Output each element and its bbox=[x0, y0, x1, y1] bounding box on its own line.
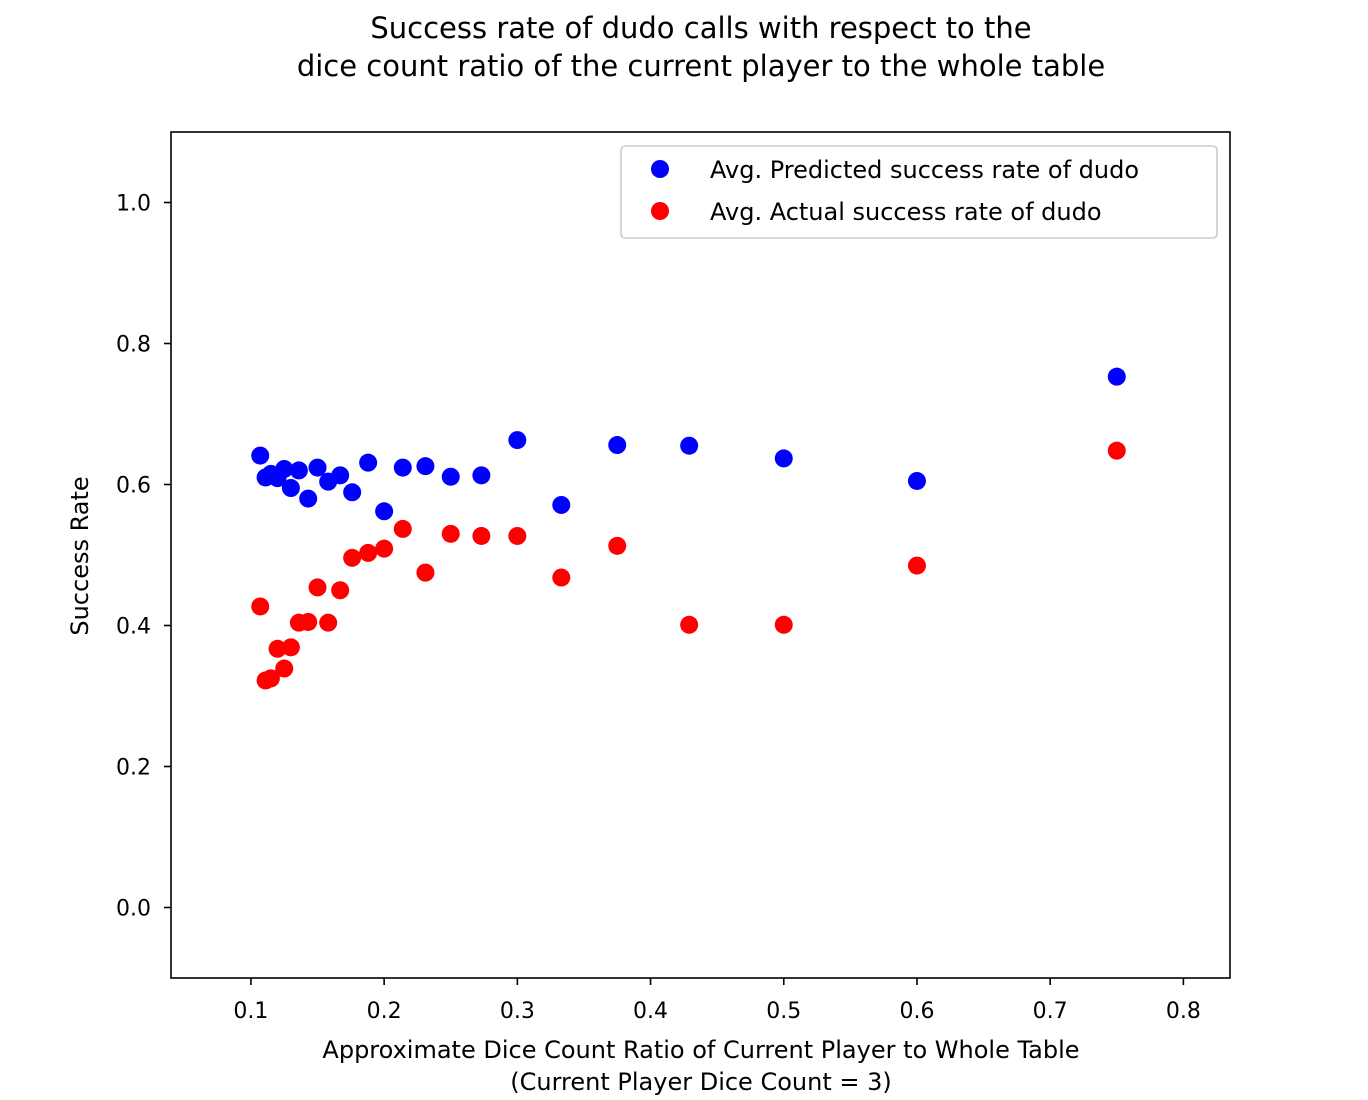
x-tick-label: 0.3 bbox=[500, 999, 535, 1024]
predicted-point bbox=[1107, 367, 1126, 386]
x-tick-label: 0.5 bbox=[766, 999, 801, 1024]
actual-point bbox=[319, 613, 338, 632]
chart-title-line-1: Success rate of dudo calls with respect … bbox=[370, 11, 1031, 45]
legend-marker-predicted bbox=[651, 160, 669, 178]
y-tick-label: 0.0 bbox=[116, 897, 151, 922]
legend: Avg. Predicted success rate of dudo Avg.… bbox=[620, 145, 1218, 239]
actual-point bbox=[774, 615, 793, 634]
predicted-point bbox=[608, 436, 627, 455]
x-tick-label: 0.6 bbox=[899, 999, 934, 1024]
predicted-point bbox=[680, 436, 699, 455]
predicted-point bbox=[308, 458, 327, 477]
actual-point bbox=[343, 548, 362, 567]
actual-point bbox=[1107, 441, 1126, 460]
predicted-point bbox=[393, 458, 412, 477]
predicted-point bbox=[508, 431, 527, 450]
x-tick-label: 0.1 bbox=[233, 999, 268, 1024]
actual-point bbox=[331, 581, 350, 600]
predicted-point bbox=[299, 489, 318, 508]
x-axis-label-line-2: (Current Player Dice Count = 3) bbox=[510, 1068, 891, 1096]
actual-point bbox=[308, 578, 327, 597]
actual-point bbox=[608, 536, 627, 555]
predicted-point bbox=[289, 461, 308, 480]
legend-label-actual: Avg. Actual success rate of dudo bbox=[710, 198, 1102, 226]
actual-point bbox=[268, 639, 287, 658]
predicted-point bbox=[281, 479, 300, 498]
x-tick-label: 0.2 bbox=[367, 999, 402, 1024]
legend-marker-actual bbox=[651, 202, 669, 220]
x-tick-label: 0.4 bbox=[633, 999, 668, 1024]
predicted-point bbox=[275, 459, 294, 478]
series-predicted bbox=[251, 367, 1126, 521]
predicted-point bbox=[375, 502, 394, 521]
predicted-point bbox=[343, 483, 362, 502]
predicted-point bbox=[251, 446, 270, 465]
predicted-point bbox=[331, 466, 350, 485]
actual-point bbox=[275, 659, 294, 678]
y-axis-ticks: 0.0 0.2 0.4 0.6 0.8 1.0 bbox=[116, 192, 171, 922]
actual-point bbox=[393, 519, 412, 538]
data-points bbox=[251, 367, 1126, 690]
y-tick-label: 1.0 bbox=[116, 192, 151, 217]
y-tick-label: 0.8 bbox=[116, 333, 151, 358]
series-actual bbox=[251, 441, 1126, 690]
x-tick-label: 0.7 bbox=[1033, 999, 1068, 1024]
x-axis-ticks: 0.1 0.2 0.3 0.4 0.5 0.6 0.7 0.8 bbox=[233, 978, 1201, 1024]
predicted-point bbox=[441, 467, 460, 486]
actual-point bbox=[281, 638, 300, 657]
actual-point bbox=[251, 597, 270, 616]
actual-point bbox=[359, 543, 378, 562]
plot-area-frame bbox=[170, 131, 1231, 979]
predicted-point bbox=[472, 466, 491, 485]
legend-box bbox=[620, 145, 1218, 239]
actual-point bbox=[552, 568, 571, 587]
x-tick-label: 0.8 bbox=[1166, 999, 1201, 1024]
actual-point bbox=[299, 612, 318, 631]
predicted-point bbox=[552, 495, 571, 514]
chart-title-line-2: dice count ratio of the current player t… bbox=[297, 49, 1105, 83]
predicted-point bbox=[416, 457, 435, 476]
predicted-point bbox=[907, 471, 926, 490]
actual-point bbox=[261, 669, 280, 688]
predicted-point bbox=[774, 449, 793, 468]
actual-point bbox=[472, 526, 491, 545]
actual-point bbox=[907, 556, 926, 575]
legend-label-predicted: Avg. Predicted success rate of dudo bbox=[710, 156, 1139, 184]
actual-point bbox=[441, 524, 460, 543]
y-tick-label: 0.6 bbox=[116, 474, 151, 499]
y-tick-label: 0.2 bbox=[116, 756, 151, 781]
x-axis-label-line-1: Approximate Dice Count Ratio of Current … bbox=[322, 1036, 1079, 1064]
y-axis-label: Success Rate bbox=[66, 476, 94, 635]
y-tick-label: 0.4 bbox=[116, 615, 151, 640]
actual-point bbox=[508, 526, 527, 545]
predicted-point bbox=[359, 453, 378, 472]
actual-point bbox=[416, 563, 435, 582]
actual-point bbox=[375, 539, 394, 558]
actual-point bbox=[680, 615, 699, 634]
